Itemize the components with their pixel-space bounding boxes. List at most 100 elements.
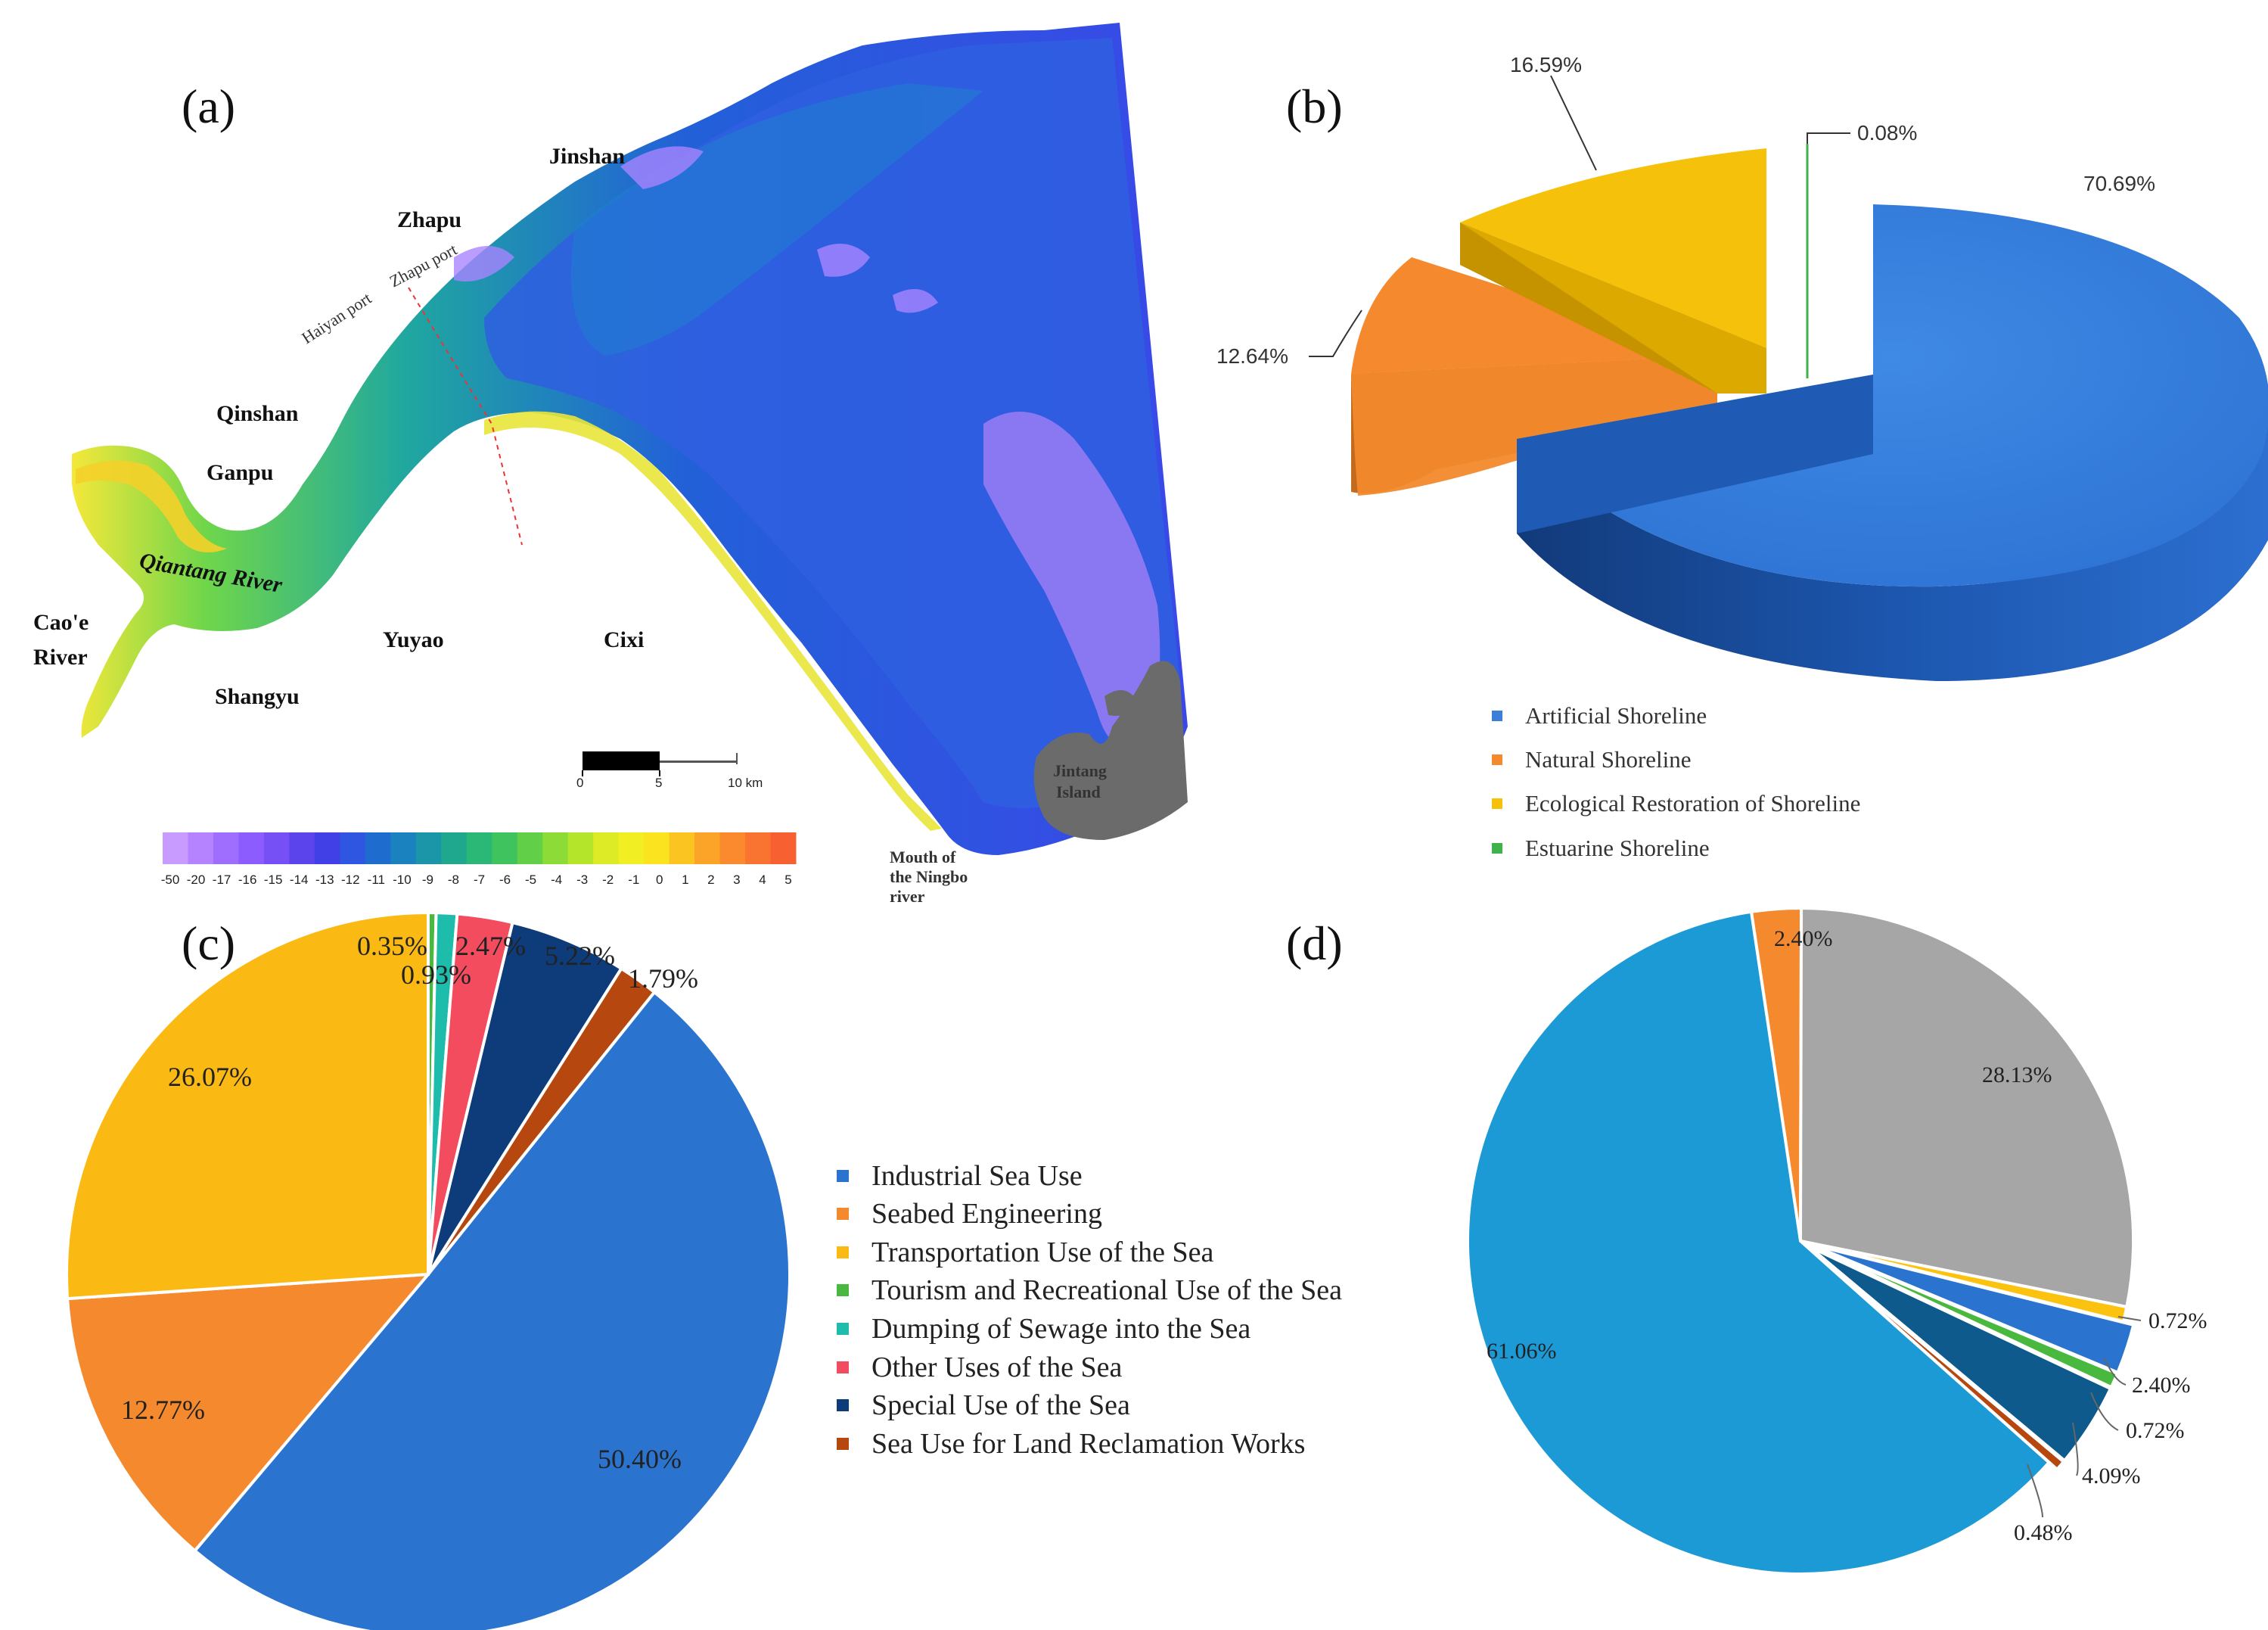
pieC-slice-6	[65, 1272, 432, 1554]
place-caoe-1: Cao'e	[33, 610, 89, 635]
colorbar-tick-label: -7	[474, 873, 485, 887]
pie-c-slices	[65, 910, 792, 1630]
colorbar-swatch	[163, 832, 188, 864]
colorbar-tick-label: -1	[628, 873, 639, 887]
place-caoe-2: River	[33, 645, 88, 670]
leaders-d	[2027, 1316, 2142, 1518]
panel-b-label: (b)	[1286, 79, 1343, 133]
panel-d-pie: (d) 2.40% 28.13% 0.72% 2.40% 0.72% 4.09%…	[1286, 906, 2207, 1576]
legend-c-seabed: Seabed Engineering	[871, 1198, 1102, 1230]
colorbar-swatch	[365, 832, 391, 864]
label-d-0-72-b: 0.72%	[2126, 1418, 2185, 1443]
place-jinshan: Jinshan	[549, 144, 625, 169]
legend-c-dumping: Dumping of Sewage into the Sea	[871, 1313, 1251, 1345]
colorbar-swatch	[618, 832, 645, 864]
panel-c-label: (c)	[182, 916, 235, 970]
colorbar-tick-label: 1	[682, 873, 688, 887]
colorbar-tick-label: -12	[341, 873, 360, 887]
deep-patch-1	[983, 412, 1160, 748]
colorbar-swatch	[213, 832, 239, 864]
label-c-50-40: 50.40%	[598, 1444, 682, 1474]
legend-estuarine: Estuarine Shoreline	[1525, 835, 1710, 861]
panel-c-pie: (c) 50.40% 12.77% 26.07% 0.35% 0.93% 2.4…	[65, 910, 1342, 1630]
label-c-12-77: 12.77%	[121, 1395, 205, 1425]
scale-bar: 0 5 10 km	[576, 751, 763, 790]
colorbar-tick-label: -11	[368, 873, 385, 887]
colorbar-swatch	[390, 832, 417, 864]
mid-water	[571, 83, 983, 356]
colorbar-tick-label: -4	[551, 873, 562, 887]
colorbar-tick-label: -10	[393, 873, 412, 887]
label-d-2-40: 2.40%	[2132, 1373, 2191, 1398]
river-shallows	[76, 460, 227, 552]
colorbar-swatch	[694, 832, 721, 864]
colorbar-tick-label: -6	[499, 873, 511, 887]
slice-ecological-restoration	[1460, 148, 1766, 348]
colorbar-swatch	[593, 832, 620, 864]
colorbar-swatch	[517, 832, 543, 864]
legend-c-transportation: Transportation Use of the Sea	[871, 1236, 1214, 1268]
colorbar-tick-label: -14	[290, 873, 309, 887]
place-zhapu: Zhapu	[397, 207, 461, 232]
scale-tick-0: 0	[576, 776, 583, 790]
port-line	[408, 287, 523, 546]
place-mouth-3: river	[890, 887, 925, 906]
place-yuyao: Yuyao	[383, 627, 444, 652]
slice-artificial-cut	[1517, 375, 1873, 533]
colorbar-tick-label: -13	[315, 873, 334, 887]
place-mouth-1: Mouth of	[890, 848, 956, 866]
colorbar-tick-label: 5	[784, 873, 791, 887]
legend-ecological: Ecological Restoration of Shoreline	[1525, 790, 1860, 817]
colorbar-tick-label: -2	[602, 873, 614, 887]
leader-0-08	[1807, 132, 1850, 144]
small-island	[1104, 690, 1139, 716]
panel-a-label: (a)	[182, 79, 235, 133]
label-d-0-48: 0.48%	[2014, 1520, 2073, 1545]
legend-c-industrial: Industrial Sea Use	[871, 1160, 1083, 1192]
colorbar-swatch	[415, 832, 442, 864]
panel-a-map: (a) Jinshan Zhapu Zhapu port Haiyan port…	[33, 23, 1188, 906]
scale-tick-5: 5	[655, 776, 662, 790]
colorbar-tick-label: -16	[238, 873, 257, 887]
colorbar-tick-label: -3	[576, 873, 588, 887]
colorbar-swatch	[314, 832, 340, 864]
colorbar-swatch	[340, 832, 366, 864]
deep-patch-3	[620, 146, 704, 189]
colorbar-swatch	[289, 832, 315, 864]
legend-c-special: Special Use of the Sea	[871, 1389, 1130, 1421]
colorbar-swatch	[238, 832, 265, 864]
colorbar-tick-label: -9	[422, 873, 433, 887]
leader-12-64	[1309, 310, 1362, 357]
colorbar-tick-label: -5	[525, 873, 536, 887]
colorbar-swatch	[745, 832, 772, 864]
legend-c-other: Other Uses of the Sea	[871, 1352, 1122, 1383]
label-d-2-40-top: 2.40%	[1774, 926, 1833, 951]
label-12-64: 12.64%	[1216, 344, 1288, 368]
colorbar-swatch	[263, 832, 290, 864]
colorbar-swatch	[644, 832, 670, 864]
pie-d-slices	[1466, 906, 2136, 1576]
pieD-slice-5	[1808, 1245, 2113, 1463]
colorbar-swatch	[669, 832, 695, 864]
place-qinshan: Qinshan	[216, 401, 299, 426]
pieD-slice-4	[1809, 1243, 2120, 1389]
slice-artificial-side	[1517, 414, 2268, 681]
place-ganpu: Ganpu	[207, 460, 273, 485]
colorbar-tick-label: -17	[213, 873, 231, 887]
south-shallows	[484, 411, 942, 831]
label-c-1-79: 1.79%	[628, 963, 698, 994]
colorbar-swatch	[441, 832, 468, 864]
label-d-61-06: 61.06%	[1487, 1339, 1557, 1364]
label-d-4-09: 4.09%	[2082, 1464, 2141, 1488]
label-c-2-47: 2.47%	[455, 931, 526, 961]
deep-patch-4	[893, 289, 938, 313]
colorbar-tick-label: 2	[707, 873, 714, 887]
place-cixi: Cixi	[604, 627, 644, 652]
colorbar-tick-label: -20	[187, 873, 206, 887]
colorbar-tick-label: 0	[656, 873, 663, 887]
legend-c-reclamation: Sea Use for Land Reclamation Works	[871, 1428, 1305, 1460]
pieC-slice-7	[65, 910, 430, 1301]
slice-natural-front	[1351, 356, 1717, 496]
colorbar-swatch	[466, 832, 492, 864]
